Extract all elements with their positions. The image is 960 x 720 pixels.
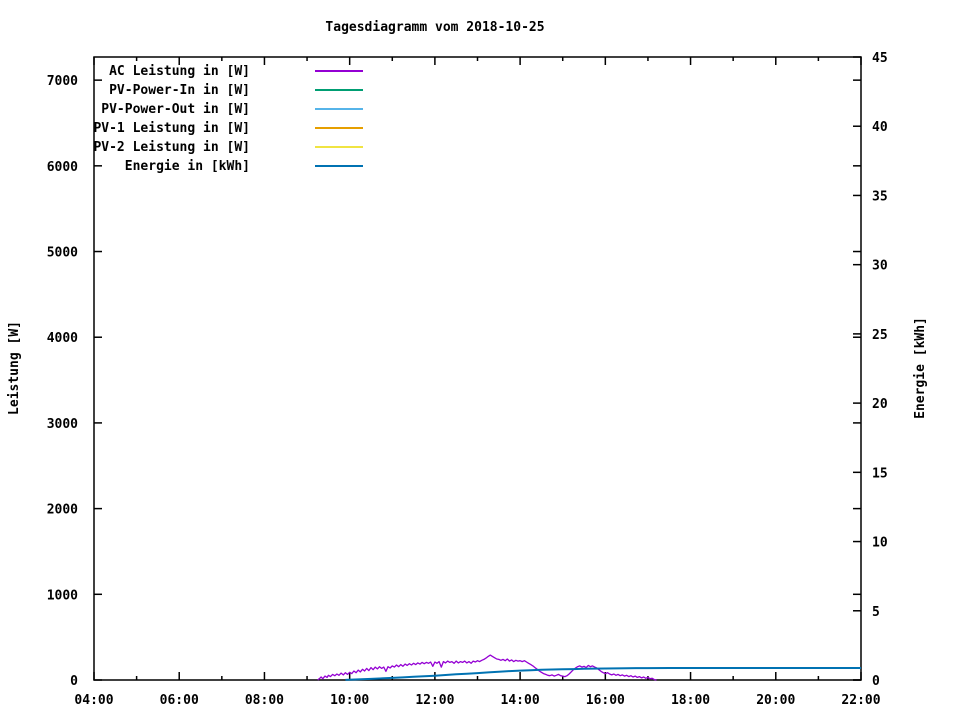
y-axis-label: Leistung [W] [7,321,22,415]
y2-tick-label: 25 [872,328,888,343]
x-tick-label: 08:00 [245,693,284,708]
x-tick-label: 14:00 [501,693,540,708]
tick-labels: 04:00 06:00 08:00 10:00 12:00 14:00 16:00 18:00… [47,51,888,708]
y2-axis-label: Energie [kWh] [913,317,928,419]
legend-entry: PV-2 Leistung in [W] [93,140,363,155]
y2-tick-label: 15 [872,466,888,481]
x-tick-label: 22:00 [841,693,880,708]
x-tick-label: 06:00 [160,693,199,708]
chart-title: Tagesdiagramm vom 2018-10-25 [325,20,544,35]
y-tick-label: 5000 [47,246,78,261]
legend: AC Leistung in [W] PV-Power-In in [W] PV-P… [93,64,363,174]
y2-tick-label: 35 [872,189,888,204]
y2-tick-label: 30 [872,259,888,274]
legend-entry: PV-Power-In in [W] [109,83,363,98]
y2-tick-label: 0 [872,674,880,689]
legend-label: PV-Power-In in [W] [109,83,250,98]
data-series [317,654,861,681]
legend-entry: Energie in [kWh] [125,159,363,174]
x-tick-label: 16:00 [586,693,625,708]
x-tick-label: 20:00 [756,693,795,708]
y-tick-label: 4000 [47,331,78,346]
y-tick-label: 1000 [47,588,78,603]
y2-tick-label: 20 [872,397,888,412]
y2-tick-label: 5 [872,605,880,620]
x-tick-label: 04:00 [74,693,113,708]
x-tick-label: 12:00 [415,693,454,708]
y-tick-label: 6000 [47,160,78,175]
legend-label: Energie in [kWh] [125,159,250,174]
legend-entry: PV-Power-Out in [W] [101,102,363,117]
x-tick-label: 10:00 [330,693,369,708]
legend-label: PV-Power-Out in [W] [101,102,250,117]
legend-entry: PV-1 Leistung in [W] [93,121,363,136]
axis-ticks [93,56,862,681]
legend-label: PV-1 Leistung in [W] [93,121,250,136]
y-tick-label: 3000 [47,417,78,432]
energie-in-kwh-line [345,667,861,681]
y2-tick-label: 10 [872,536,888,551]
legend-entry: AC Leistung in [W] [109,64,363,79]
ac-leistung-in-w-line [317,654,657,681]
y2-tick-label: 40 [872,120,888,135]
y-tick-label: 0 [70,674,78,689]
legend-label: PV-2 Leistung in [W] [93,140,250,155]
y2-tick-label: 45 [872,51,888,66]
legend-label: AC Leistung in [W] [109,64,250,79]
y-tick-label: 7000 [47,74,78,89]
y-tick-label: 2000 [47,503,78,518]
x-tick-label: 18:00 [671,693,710,708]
